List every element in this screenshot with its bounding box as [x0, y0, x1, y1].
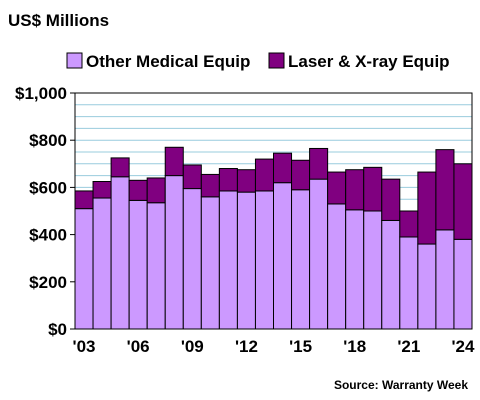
legend-label-laser-xray: Laser & X-ray Equip	[288, 52, 450, 71]
bar-segment-laser-xray-2024	[453, 163, 473, 240]
bar-segment-other-medical-2020	[381, 219, 401, 330]
bar-segment-laser-xray-2013	[254, 158, 274, 192]
bar-segment-laser-xray-2006	[128, 179, 148, 201]
bar-segment-laser-xray-2012	[236, 169, 256, 193]
bar-segment-laser-xray-2004	[92, 181, 112, 199]
legend-swatch-laser-xray	[268, 52, 285, 69]
bar-segment-other-medical-2011	[218, 190, 238, 330]
bar-segment-laser-xray-2003	[74, 190, 94, 210]
bar-segment-laser-xray-2016	[309, 147, 329, 180]
bar-segment-laser-xray-2015	[291, 159, 311, 191]
bar-segment-other-medical-2007	[146, 202, 166, 330]
bar-segment-other-medical-2017	[327, 203, 347, 330]
bar-segment-other-medical-2015	[291, 189, 311, 330]
y-tick-label: $400	[29, 226, 67, 245]
x-axis-ticks: '03 '06 '09 '12 '15 '18 '21 '24	[73, 337, 475, 356]
bar-segment-other-medical-2004	[92, 197, 112, 330]
x-tick-label: '09	[181, 337, 204, 356]
y-axis-ticks: $0 $200 $400 $600 $800 $1,000	[15, 84, 75, 339]
bar-segment-other-medical-2018	[345, 209, 365, 330]
bar-segment-other-medical-2022	[417, 243, 437, 330]
bar-segment-other-medical-2019	[363, 210, 383, 330]
bar-segment-other-medical-2009	[182, 188, 202, 330]
bar-segment-laser-xray-2022	[417, 171, 437, 245]
unit-label: US$ Millions	[8, 11, 109, 30]
y-tick-label: $800	[29, 131, 67, 150]
bar-segment-laser-xray-2018	[345, 169, 365, 211]
y-tick-label: $1,000	[15, 84, 67, 103]
y-tick-label: $600	[29, 178, 67, 197]
bar-segment-other-medical-2024	[453, 238, 473, 330]
bar-segment-laser-xray-2010	[200, 173, 220, 198]
plot-border	[74, 92, 473, 330]
legend: Other Medical Equip Laser & X-ray Equip	[66, 52, 450, 71]
y-tick-label: $0	[48, 320, 67, 339]
x-tick-label: '18	[343, 337, 366, 356]
x-tick-label: '12	[235, 337, 258, 356]
legend-swatch-other-medical	[66, 52, 83, 69]
bar-segment-laser-xray-2008	[164, 146, 184, 177]
bar-segment-laser-xray-2005	[110, 157, 130, 178]
bar-segment-laser-xray-2020	[381, 178, 401, 221]
bar-segment-other-medical-2003	[74, 208, 94, 330]
bar-segment-laser-xray-2007	[146, 177, 166, 204]
bar-segment-other-medical-2016	[309, 178, 329, 330]
legend-label-other-medical: Other Medical Equip	[86, 52, 250, 71]
bar-segment-laser-xray-2023	[435, 149, 455, 231]
bar-segment-other-medical-2013	[254, 190, 274, 330]
x-tick-label: '21	[397, 337, 420, 356]
bars	[74, 146, 473, 330]
bar-segment-other-medical-2023	[435, 229, 455, 330]
bar-segment-other-medical-2010	[200, 196, 220, 330]
source-note: Source: Warranty Week	[334, 378, 468, 392]
bar-segment-laser-xray-2009	[182, 164, 202, 190]
bar-segment-laser-xray-2021	[399, 210, 419, 238]
bar-segment-laser-xray-2019	[363, 166, 383, 212]
x-tick-label: '15	[289, 337, 312, 356]
bar-segment-other-medical-2014	[273, 182, 293, 330]
bar-segment-laser-xray-2017	[327, 171, 347, 205]
x-tick-label: '03	[73, 337, 96, 356]
bar-segment-laser-xray-2014	[273, 152, 293, 184]
bar-segment-other-medical-2005	[110, 176, 130, 330]
bar-segment-laser-xray-2011	[218, 168, 238, 192]
bar-segment-other-medical-2008	[164, 175, 184, 330]
x-tick-label: '24	[452, 337, 475, 356]
bar-segment-other-medical-2012	[236, 191, 256, 330]
bar-segment-other-medical-2006	[128, 199, 148, 330]
y-tick-label: $200	[29, 273, 67, 292]
bar-segment-other-medical-2021	[399, 236, 419, 330]
x-tick-label: '06	[127, 337, 150, 356]
